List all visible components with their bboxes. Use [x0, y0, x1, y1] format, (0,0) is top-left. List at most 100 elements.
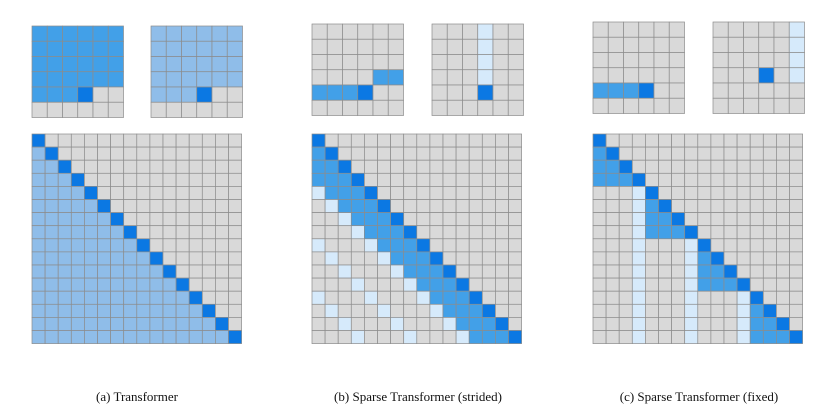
grid-cell — [372, 38, 389, 55]
grid-cell — [110, 303, 125, 318]
grid-cell — [697, 330, 712, 344]
grid-cell — [342, 84, 359, 101]
grid-cell — [697, 199, 712, 213]
grid-cell — [442, 146, 457, 161]
grid-cell — [776, 199, 790, 213]
grid-cell — [97, 303, 111, 318]
grid-cell — [749, 238, 764, 253]
grid-cell — [736, 264, 751, 279]
grid-cell — [324, 251, 339, 266]
grid-cell — [188, 199, 203, 213]
grid-cell — [181, 25, 198, 42]
grid-cell — [403, 303, 418, 318]
grid-cell — [605, 146, 620, 161]
grid-cell — [749, 290, 764, 305]
grid-cell — [481, 238, 496, 253]
grid-cell — [429, 199, 444, 213]
grid-cell — [403, 277, 418, 292]
grid-cell — [638, 21, 655, 38]
grid-cell — [468, 159, 483, 174]
grid-cell — [342, 99, 359, 116]
grid-cell — [110, 133, 125, 148]
grid-cell — [364, 186, 378, 200]
grid-cell — [631, 238, 646, 253]
grid-cell — [788, 21, 805, 38]
grid-cell — [743, 97, 760, 114]
grid-cell — [84, 133, 98, 148]
grid-cell — [311, 264, 326, 279]
grid-cell — [710, 146, 725, 161]
grid-cell — [92, 86, 109, 103]
grid-cell — [175, 251, 190, 266]
grid-cell — [57, 238, 72, 253]
grid-cell — [226, 101, 243, 118]
grid-cell — [749, 303, 764, 318]
grid-cell — [311, 133, 326, 148]
grid-cell — [645, 317, 659, 331]
grid-cell — [710, 303, 725, 318]
grid-cell — [311, 186, 326, 200]
grid-cell — [107, 86, 124, 103]
grid-cell — [226, 71, 243, 88]
grid-cell — [326, 99, 343, 116]
grid-cell — [107, 40, 124, 57]
grid-cell — [162, 225, 177, 240]
grid-cell — [44, 225, 59, 240]
grid-cell — [671, 290, 686, 305]
grid-cell — [762, 199, 777, 213]
grid-cell — [403, 212, 418, 227]
grid-cell — [631, 277, 646, 292]
grid-cell — [57, 290, 72, 305]
grid-cell — [31, 146, 46, 161]
grid-cell — [468, 212, 483, 227]
grid-cell — [390, 172, 405, 187]
grid-cell — [123, 146, 138, 161]
grid-cell — [201, 290, 216, 305]
grid-cell — [188, 330, 203, 344]
grid-cell — [350, 146, 365, 161]
grid-cell — [162, 251, 177, 266]
grid-cell — [631, 172, 646, 187]
grid-cell — [97, 317, 111, 331]
grid-cell — [377, 133, 391, 148]
grid-cell — [495, 317, 509, 331]
grid-cell — [123, 264, 138, 279]
grid-cell — [710, 317, 725, 331]
grid-cell — [350, 199, 365, 213]
grid-cell — [31, 159, 46, 174]
grid-cell — [788, 67, 805, 84]
grid-cell — [390, 212, 405, 227]
grid-cell — [431, 84, 448, 101]
grid-cell — [429, 133, 444, 148]
grid-cell — [390, 251, 405, 266]
grid-cell — [107, 101, 124, 118]
grid-cell — [136, 317, 151, 331]
grid-cell — [149, 146, 164, 161]
grid-cell — [605, 317, 620, 331]
grid-cell — [364, 290, 378, 305]
grid-cell — [387, 54, 404, 71]
grid-cell — [727, 52, 744, 69]
grid-cell — [175, 212, 190, 227]
grid-cell — [492, 84, 509, 101]
grid-cell — [201, 172, 216, 187]
grid-cell — [324, 186, 339, 200]
grid-cell — [165, 71, 182, 88]
grid-cell — [46, 71, 63, 88]
grid-cell — [592, 212, 607, 227]
grid-cell — [658, 330, 672, 344]
grid-cell — [668, 67, 685, 84]
grid-cell — [481, 264, 496, 279]
grid-cell — [442, 133, 457, 148]
grid-cell — [403, 159, 418, 174]
grid-cell — [324, 146, 339, 161]
grid-cell — [165, 25, 182, 42]
grid-cell — [429, 251, 444, 266]
grid-cell — [201, 225, 216, 240]
grid-cell — [481, 159, 496, 174]
grid-cell — [175, 186, 190, 200]
grid-cell — [228, 159, 242, 174]
grid-cell — [211, 71, 228, 88]
grid-cell — [377, 238, 391, 253]
grid-cell — [645, 172, 659, 187]
